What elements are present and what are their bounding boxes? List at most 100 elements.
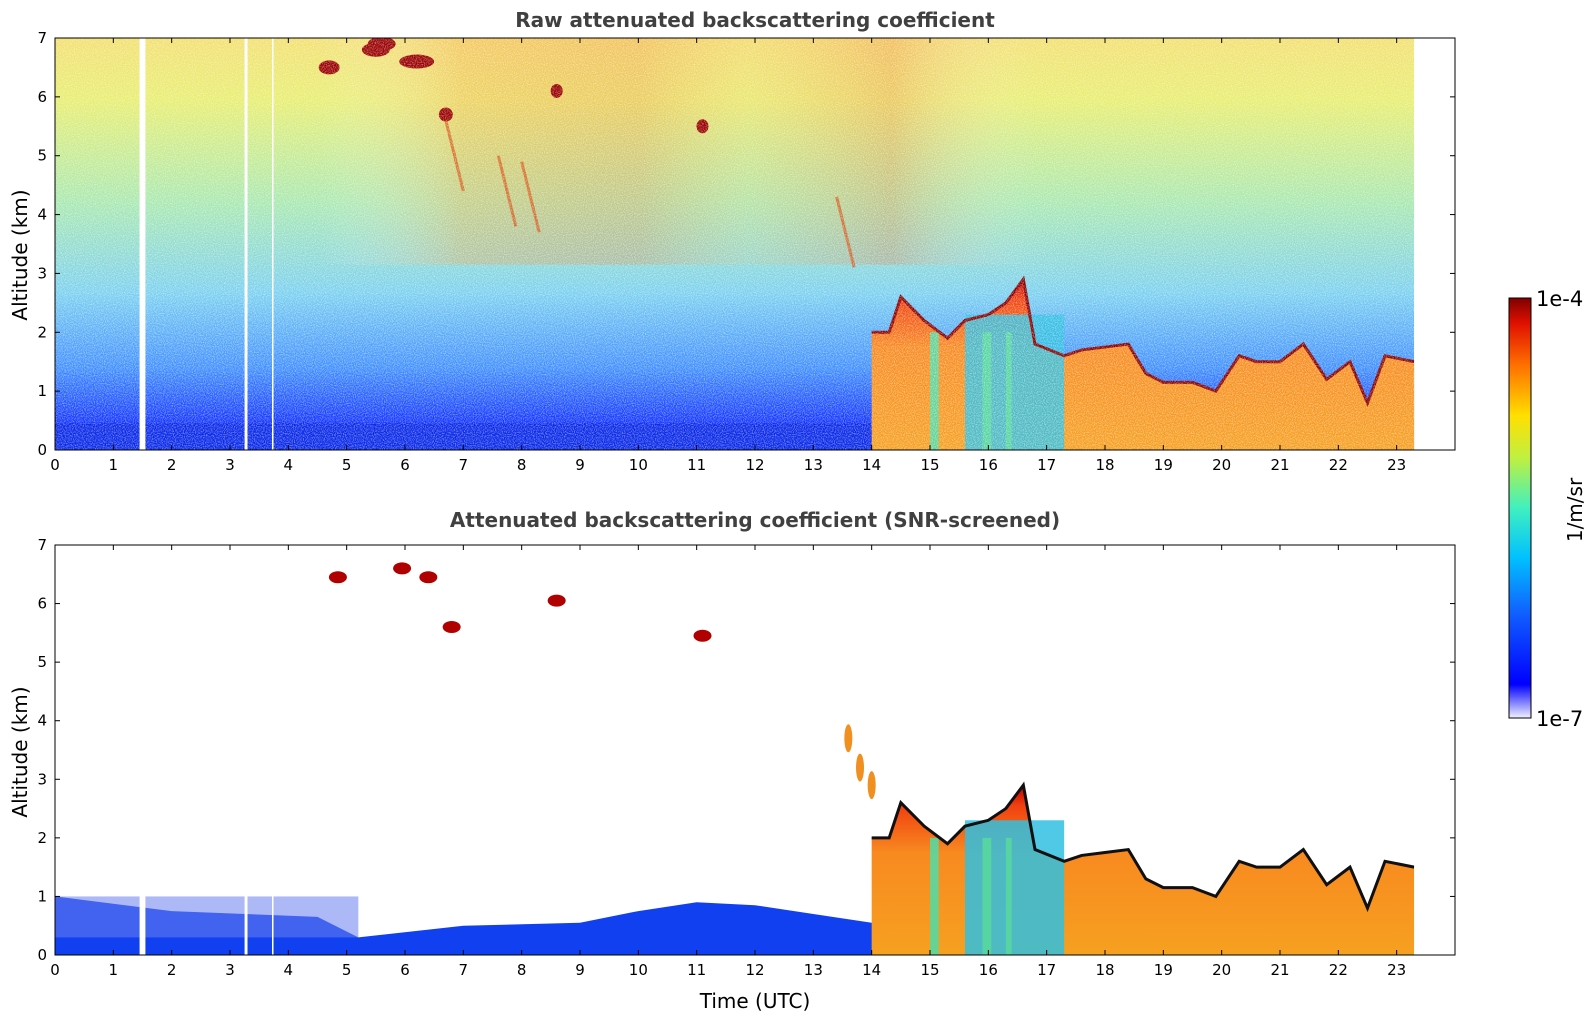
cloud-clear-column xyxy=(965,820,1065,955)
data-gap xyxy=(272,38,274,450)
x-tick-label: 21 xyxy=(1270,961,1289,979)
aerosol-layer xyxy=(393,562,412,575)
colorbar: 1e-4 1e-7 1/m/sr xyxy=(1508,287,1587,731)
x-tick-label: 0 xyxy=(50,456,60,474)
x-tick-label: 7 xyxy=(459,961,469,979)
x-tick-label: 16 xyxy=(979,456,998,474)
cloud-base-line xyxy=(871,781,1415,913)
y-tick-label: 6 xyxy=(37,88,47,106)
x-tick-label: 23 xyxy=(1387,961,1406,979)
cloud-deck xyxy=(871,785,1415,955)
x-tick-label: 22 xyxy=(1329,456,1348,474)
y-tick-label: 0 xyxy=(37,946,47,964)
aerosol-layer xyxy=(693,629,712,642)
aerosol-layer xyxy=(442,621,461,633)
x-tick-label: 17 xyxy=(1037,961,1056,979)
cloud-column xyxy=(982,837,992,955)
x-tick-label: 6 xyxy=(400,961,410,979)
y-tick-label: 0 xyxy=(37,441,47,459)
data-gap xyxy=(244,38,248,450)
x-tick-label: 23 xyxy=(1387,456,1406,474)
x-tick-label: 9 xyxy=(575,456,585,474)
x-tick-label: 2 xyxy=(167,456,177,474)
x-tick-label: 15 xyxy=(920,456,939,474)
colorbar-unit-label: 1/m/sr xyxy=(1563,477,1587,542)
backscatter-heatmap xyxy=(55,38,1415,450)
x-tick-label: 3 xyxy=(225,961,235,979)
x-tick-label: 8 xyxy=(517,961,527,979)
x-tick-label: 10 xyxy=(629,456,648,474)
x-tick-label: 1 xyxy=(109,961,119,979)
x-tick-label: 8 xyxy=(517,456,527,474)
x-tick-label: 5 xyxy=(342,456,352,474)
colorbar-gradient xyxy=(1508,297,1532,719)
x-tick-label: 1 xyxy=(109,456,119,474)
precipitation-streak xyxy=(867,771,876,800)
x-tick-label: 15 xyxy=(920,961,939,979)
x-tick-label: 14 xyxy=(862,456,881,474)
y-tick-label: 3 xyxy=(37,264,47,282)
y-tick-label: 5 xyxy=(37,653,47,671)
x-tick-label: 9 xyxy=(575,961,585,979)
x-tick-label: 20 xyxy=(1212,456,1231,474)
x-tick-label: 10 xyxy=(629,961,648,979)
data-gap xyxy=(272,545,274,955)
raw-backscatter-panel: Raw attenuated backscattering coefficien… xyxy=(8,8,1456,474)
x-tick-label: 11 xyxy=(687,456,706,474)
x-tick-label: 21 xyxy=(1270,456,1289,474)
data-gap xyxy=(139,38,146,450)
x-tick-label: 5 xyxy=(342,961,352,979)
y-tick-label: 1 xyxy=(37,887,47,905)
x-tick-label: 0 xyxy=(50,961,60,979)
y-tick-label: 2 xyxy=(37,829,47,847)
x-tick-label: 22 xyxy=(1329,961,1348,979)
data-gap xyxy=(244,545,248,955)
cloud-column xyxy=(930,837,939,955)
data-gap xyxy=(139,545,146,955)
aerosol-layer xyxy=(547,594,566,607)
residual-layer xyxy=(55,896,359,938)
y-tick-label: 5 xyxy=(37,147,47,165)
x-tick-label: 4 xyxy=(284,456,294,474)
y-tick-label: 3 xyxy=(37,770,47,788)
y-tick-label: 6 xyxy=(37,595,47,613)
y-tick-label: 4 xyxy=(37,206,47,224)
colorbar-max-label: 1e-4 xyxy=(1536,287,1583,311)
y-axis-label: Altitude (km) xyxy=(8,189,32,320)
y-tick-label: 4 xyxy=(37,712,47,730)
y-tick-label: 2 xyxy=(37,323,47,341)
precipitation-streak xyxy=(844,724,853,753)
x-tick-label: 12 xyxy=(745,456,764,474)
x-tick-label: 17 xyxy=(1037,456,1056,474)
x-tick-label: 18 xyxy=(1095,961,1114,979)
x-tick-label: 18 xyxy=(1095,456,1114,474)
y-tick-label: 1 xyxy=(37,382,47,400)
snr-screened-panel: Attenuated backscattering coefficient (S… xyxy=(8,508,1456,1013)
precipitation-streak xyxy=(856,753,864,782)
noise-overlay xyxy=(55,38,1415,450)
x-tick-label: 13 xyxy=(804,456,823,474)
x-tick-label: 2 xyxy=(167,961,177,979)
x-tick-label: 19 xyxy=(1154,961,1173,979)
chart-title: Attenuated backscattering coefficient (S… xyxy=(450,508,1060,532)
aerosol-layer xyxy=(328,571,347,584)
x-tick-label: 4 xyxy=(284,961,294,979)
x-axis-label: Time (UTC) xyxy=(699,989,811,1013)
y-tick-label: 7 xyxy=(37,536,47,554)
cloud-column xyxy=(1005,837,1012,955)
boundary-layer xyxy=(55,896,895,955)
y-tick-label: 7 xyxy=(37,29,47,47)
colorbar-min-label: 1e-7 xyxy=(1536,707,1583,731)
x-tick-label: 20 xyxy=(1212,961,1231,979)
x-tick-label: 16 xyxy=(979,961,998,979)
chart-title: Raw attenuated backscattering coefficien… xyxy=(515,8,995,32)
x-tick-label: 19 xyxy=(1154,456,1173,474)
x-tick-label: 13 xyxy=(804,961,823,979)
x-tick-label: 7 xyxy=(459,456,469,474)
backscatter-heatmap xyxy=(55,545,1415,955)
y-axis-label: Altitude (km) xyxy=(8,686,32,817)
x-tick-label: 11 xyxy=(687,961,706,979)
aerosol-layer xyxy=(419,571,438,584)
x-tick-label: 12 xyxy=(745,961,764,979)
